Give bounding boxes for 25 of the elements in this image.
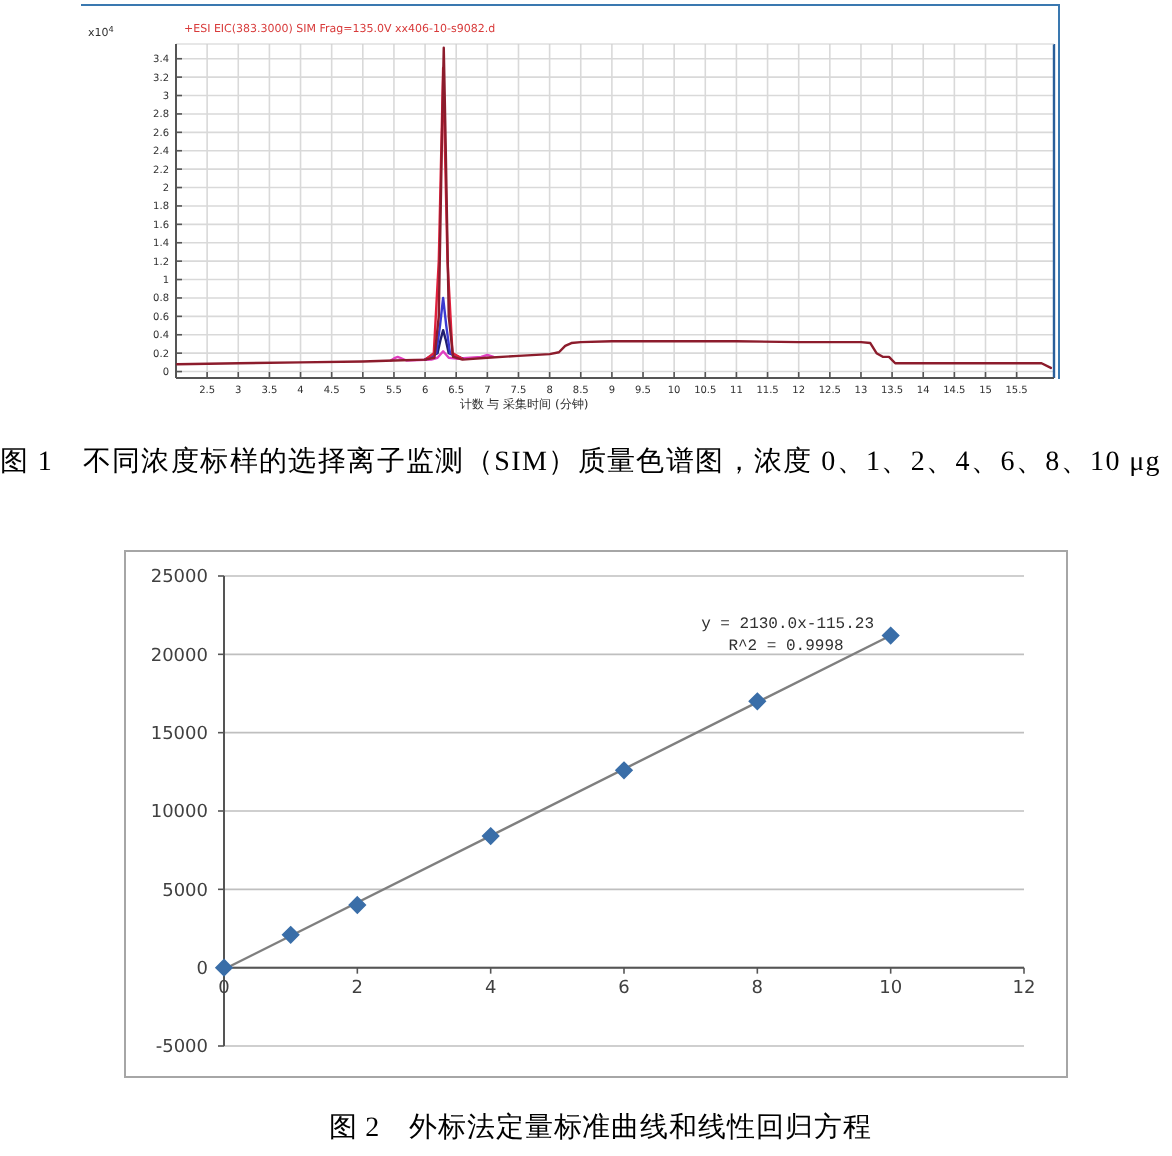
y-tick-label: 10000 xyxy=(150,803,209,824)
y-tick-label: 0 xyxy=(196,959,209,980)
x-tick-label: 6 xyxy=(618,978,631,999)
y-tick-label: 5000 xyxy=(162,881,209,902)
point xyxy=(615,761,633,780)
x-tick-label: 12 xyxy=(1012,978,1036,999)
point xyxy=(281,925,300,944)
x-tick-label: 4 xyxy=(484,978,497,999)
line-series xyxy=(176,46,1053,370)
point xyxy=(481,827,500,845)
caption: 图 2 外标法定量标准曲线和线性回归方程 xyxy=(328,1112,872,1144)
x-tick-label: 8 xyxy=(751,978,764,999)
annotation: R^2 = 0.9998 xyxy=(728,638,845,656)
annotation: y = 2130.0x-115.23 xyxy=(701,616,875,634)
y-tick-label: 20000 xyxy=(150,646,209,667)
y-tick-label: 25000 xyxy=(150,568,209,589)
y-tick-label: 15000 xyxy=(150,724,209,745)
x-tick-label: 10 xyxy=(879,978,903,999)
point xyxy=(348,896,367,914)
point xyxy=(215,958,233,977)
point xyxy=(748,692,767,711)
caption: 图 1 不同浓度标样的选择离子监测（SIM）质量色谱图，浓度 0、1、2、4、6、8、10 μg xyxy=(0,446,1162,478)
x-tick-label: 2 xyxy=(351,978,364,999)
point xyxy=(881,626,900,645)
y-tick-label: -5000 xyxy=(155,1038,209,1059)
